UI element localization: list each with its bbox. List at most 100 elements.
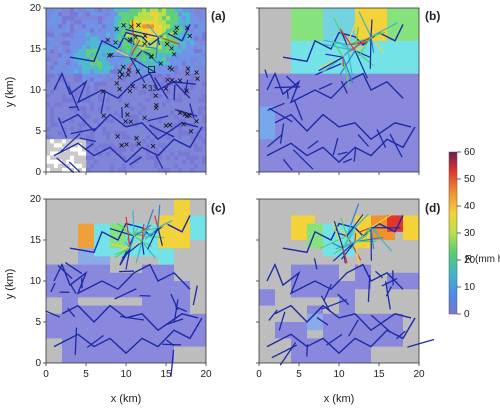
rain-cell [154,8,159,13]
rain-cell [134,20,139,25]
rain-cell [94,57,99,62]
rain-cell [78,159,83,164]
rain-cell [142,57,147,62]
rain-cell [86,147,91,152]
rain-cell [106,53,111,58]
rain-cell [162,20,167,25]
rain-cell [190,8,195,13]
rain-cell [58,73,63,78]
link-line [141,50,161,66]
colorbar-tick-label: 20 [464,255,476,266]
x-tick-label: 0 [43,369,49,380]
sensor-cross [128,24,134,29]
rain-cell [158,40,163,46]
rain-cell [146,69,151,74]
sensor-cross [123,119,128,124]
rain-cell [182,61,187,66]
rain-cell [170,12,175,17]
rain-cell [122,73,127,78]
rain-cell [90,143,95,148]
rain-cell [178,53,183,58]
sensor-cross [136,141,142,146]
rain-cell [355,264,371,290]
x-tick-label: 0 [256,369,262,380]
rain-cell [58,20,63,25]
sensor-cross [101,113,106,118]
rain-cell [130,36,135,41]
rain-cell [174,49,179,54]
rain-cell [78,53,83,58]
link-line [124,241,131,249]
link-line [315,63,342,76]
rain-cell [114,24,119,29]
rain-cell [118,49,123,54]
rain-cell [74,106,79,111]
link-line [129,56,146,84]
link-line [129,36,135,58]
rain-cell [174,69,179,74]
rain-cell [122,8,127,13]
rain-cell [54,40,59,46]
rain-cell [78,126,83,132]
rain-cell [186,28,191,33]
rain-cell [154,44,159,50]
rain-cell [174,155,179,160]
rain-cell [82,69,87,74]
rain-cell [126,28,131,33]
sensor-cross [148,53,154,59]
rain-cell [178,167,183,173]
rain-cell [78,65,83,70]
rain-cell [94,77,99,82]
rain-cell [162,61,167,66]
rain-cell [130,65,135,70]
link-line [50,282,56,293]
link-line [162,343,181,346]
rain-cell [70,155,75,160]
rain-cell [259,289,275,306]
rain-cell [110,61,115,66]
rain-cell [78,106,83,111]
rain-cell [74,163,79,169]
rain-cell [98,77,103,82]
rain-cell [146,147,151,152]
rain-cell [182,40,187,46]
rain-cell [86,90,91,95]
rain-cell [170,20,175,25]
rain-cell [142,106,147,111]
rain-cell [82,139,87,144]
rain-cell [102,147,107,152]
rain-cell [50,65,55,70]
rain-cell [46,135,51,140]
link-line [342,44,356,52]
link-line [370,213,393,229]
rain-cell [166,20,171,25]
link-line [129,56,156,74]
rain-cell [110,40,115,46]
rain-cell [78,223,94,249]
rain-cell [138,32,143,37]
rain-cell [66,163,71,169]
rain-cell [134,53,139,58]
rain-cell [70,57,75,62]
link-line [333,220,344,249]
rain-cell [186,57,191,62]
link-line [316,317,329,326]
rain-cell [50,155,55,160]
rain-cell [150,44,155,50]
rain-cell [150,94,155,99]
rain-cell [150,24,155,29]
rain-cell [74,77,79,82]
rain-cell [182,131,187,136]
rain-cell [118,53,123,58]
rain-cell [110,118,115,123]
link-line [286,75,298,88]
rain-cell [74,65,79,70]
link-line [325,53,344,58]
rain-cell [162,77,167,82]
panel-label-a: (a) [211,9,226,23]
rain-cell [126,36,131,41]
link-line [381,277,398,287]
sensor-cross [187,33,192,39]
sensor-cross [163,123,169,128]
